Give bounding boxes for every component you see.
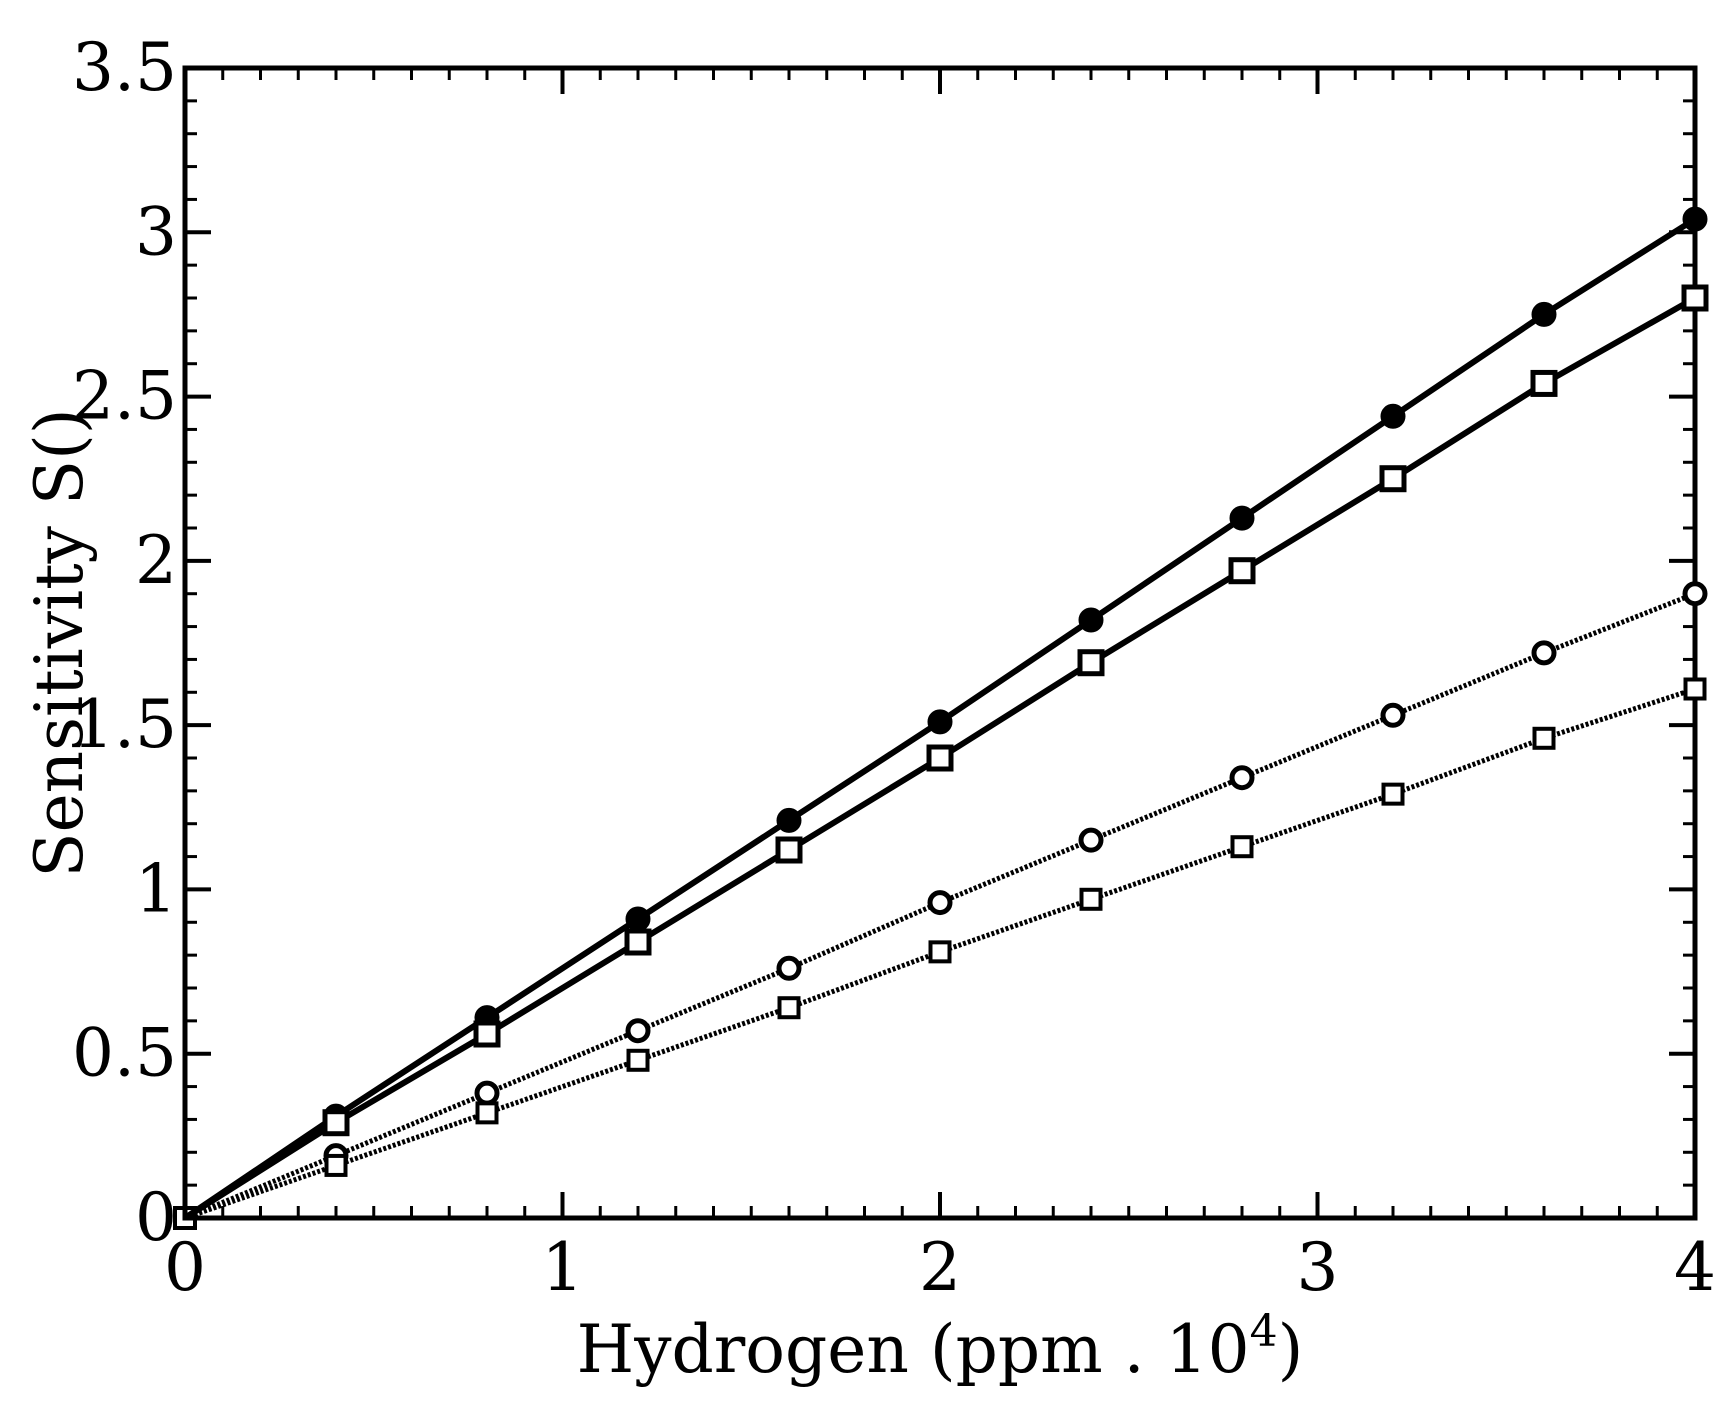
data-point [1379, 465, 1407, 493]
data-point [927, 709, 953, 735]
x-tick-label: 1 [542, 1229, 584, 1306]
data-point [1078, 607, 1104, 633]
data-point [1228, 557, 1256, 585]
data-point [926, 744, 954, 772]
data-point [625, 906, 651, 932]
data-point [1682, 581, 1708, 607]
data-point [473, 1020, 501, 1048]
data-point [1683, 677, 1707, 701]
data-point [624, 928, 652, 956]
minor-ticks [183, 66, 1697, 1220]
data-point [322, 1109, 350, 1137]
y-tick-label: 0.5 [72, 1015, 177, 1092]
y-axis-title: Sensitivity S() [21, 408, 98, 877]
x-axis-title-superscript: 4 [1250, 1306, 1278, 1357]
y-tick-label: 3.5 [72, 29, 177, 106]
data-point [928, 940, 952, 964]
data-point [777, 996, 801, 1020]
data-point [927, 890, 953, 916]
data-point [1230, 835, 1254, 859]
y-tick-label: 0 [135, 1179, 177, 1256]
data-point [776, 807, 802, 833]
data-point [776, 955, 802, 981]
series-2 [173, 284, 1709, 1230]
data-point [1077, 649, 1105, 677]
data-point [1531, 301, 1557, 327]
y-tick-label: 3 [135, 193, 177, 270]
y-axis-title-close: ) [21, 408, 98, 434]
y-tick-labels: 0 0.5 1 1.5 2 2.5 3 3.5 [72, 29, 177, 1256]
data-point [775, 836, 803, 864]
plot-frame [182, 65, 1698, 1221]
x-tick-label: 4 [1674, 1229, 1716, 1306]
data-point [1229, 765, 1255, 791]
data-point [1078, 827, 1104, 853]
series-3 [173, 581, 1708, 1230]
x-axis-title: Hydrogen (ppm . 104) [577, 1306, 1304, 1388]
x-tick-label: 2 [919, 1229, 961, 1306]
x-tick-label: 0 [164, 1229, 206, 1306]
x-axis-title-close: ) [1278, 1311, 1304, 1388]
x-tick-labels: 0 1 2 3 4 [164, 1229, 1716, 1306]
data-point [1682, 206, 1708, 232]
data-point [1380, 403, 1406, 429]
data-point [324, 1153, 348, 1177]
series-1 [173, 206, 1708, 1230]
y-tick-label: 2.5 [72, 358, 177, 435]
data-point [625, 1018, 651, 1044]
data-point [173, 1206, 197, 1230]
data-point [1531, 640, 1557, 666]
x-tick-label: 3 [1297, 1229, 1339, 1306]
major-ticks [183, 66, 1697, 1220]
x-axis-title-main: Hydrogen (ppm . 10 [577, 1311, 1250, 1388]
y-axis-title-main: Sensitivity S( [21, 434, 98, 878]
data-point [1681, 284, 1709, 312]
data-point [1530, 369, 1558, 397]
data-point [626, 1048, 650, 1072]
y-tick-label: 2 [135, 522, 177, 599]
series-4 [173, 677, 1707, 1230]
data-point [475, 1101, 499, 1125]
data-point [1532, 726, 1556, 750]
y-tick-label: 1.5 [72, 686, 177, 763]
data-point [1380, 702, 1406, 728]
data-point [1079, 887, 1103, 911]
data-point [1229, 505, 1255, 531]
data-point [474, 1080, 500, 1106]
y-tick-label: 1 [135, 850, 177, 927]
series-line [184, 591, 1696, 1221]
data-point [1381, 782, 1405, 806]
series-group [173, 206, 1709, 1230]
